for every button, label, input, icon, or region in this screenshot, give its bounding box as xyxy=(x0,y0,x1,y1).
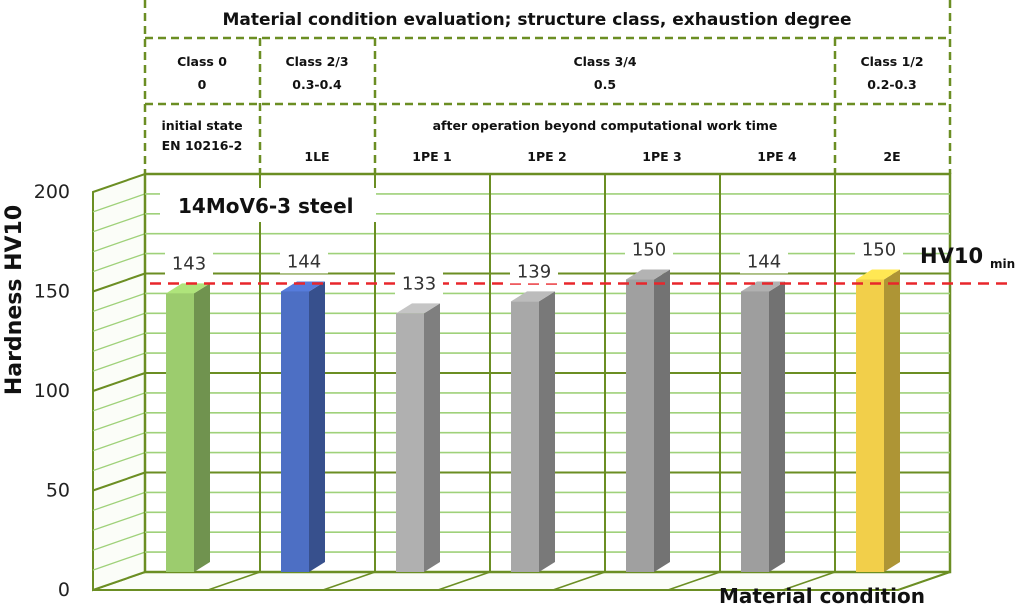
side-gridline xyxy=(92,392,146,412)
side-gridline xyxy=(92,252,146,273)
data-label: 139 xyxy=(517,261,551,282)
bar-top xyxy=(741,281,785,292)
condition-description: initial state xyxy=(161,118,242,133)
side-gridline xyxy=(92,233,146,253)
category-label: 2E xyxy=(883,149,900,164)
data-label: 144 xyxy=(287,251,321,272)
side-gridline xyxy=(92,511,146,531)
side-gridline xyxy=(92,332,146,352)
y-axis-label: Hardness HV10 xyxy=(2,205,27,395)
y-tick-label: 200 xyxy=(34,181,70,203)
floor-gridline xyxy=(782,571,836,591)
data-label: 150 xyxy=(632,240,666,261)
bar-side xyxy=(769,281,785,572)
data-label-background xyxy=(510,259,558,284)
exhaustion-degree-label: 0.5 xyxy=(594,77,616,92)
side-gridline xyxy=(92,292,146,313)
chart-title: Material condition evaluation; structure… xyxy=(222,10,851,30)
data-label-background xyxy=(625,237,673,262)
side-gridline xyxy=(92,412,146,432)
data-label: 143 xyxy=(172,253,206,274)
data-label-background xyxy=(855,237,903,262)
bar xyxy=(166,293,194,572)
y-tick-label: 150 xyxy=(34,281,70,303)
side-gridline xyxy=(92,491,146,512)
structure-class-label: Class 2/3 xyxy=(285,54,348,69)
floor-gridline xyxy=(897,571,951,591)
y-tick-label: 50 xyxy=(46,480,70,502)
structure-class-label: Class 3/4 xyxy=(573,54,636,69)
bar-side xyxy=(654,269,670,572)
y-tick-label: 0 xyxy=(58,579,70,601)
y-tick-label: 100 xyxy=(34,380,70,402)
data-label: 144 xyxy=(747,251,781,272)
bar-side xyxy=(194,283,210,572)
major-side-gridline xyxy=(92,372,146,392)
reference-line-label: HV10 xyxy=(920,244,983,268)
bars xyxy=(166,269,900,572)
category-label: 1PE 3 xyxy=(642,149,681,164)
bar-side xyxy=(884,269,900,572)
bar-side xyxy=(539,291,555,572)
x-axis-label: Material condition xyxy=(719,584,925,607)
side-gridline xyxy=(92,551,146,571)
bar xyxy=(856,279,884,572)
bar-top xyxy=(396,303,440,314)
major-side-gridline xyxy=(92,272,146,293)
exhaustion-degree-label: 0 xyxy=(198,77,207,92)
reference-line-subscript: min xyxy=(990,257,1015,271)
exhaustion-degree-label: 0.2-0.3 xyxy=(867,77,916,92)
floor-gridline xyxy=(552,571,606,591)
side-gridline xyxy=(92,432,146,452)
bar-side xyxy=(309,281,325,572)
floor-gridline xyxy=(437,571,491,591)
major-side-gridline xyxy=(92,471,146,492)
data-label-background xyxy=(740,249,788,274)
data-label-background xyxy=(395,271,443,296)
bar-top xyxy=(856,269,900,280)
data-label: 150 xyxy=(862,240,896,261)
data-label-background xyxy=(280,249,328,274)
data-label: 133 xyxy=(402,273,436,294)
bar xyxy=(511,301,539,572)
side-gridline xyxy=(92,312,146,332)
side-gridline xyxy=(92,352,146,372)
chart-back-wall xyxy=(92,172,952,592)
side-gridline xyxy=(92,451,146,472)
data-label-background xyxy=(165,251,213,276)
structure-class-label: Class 1/2 xyxy=(860,54,923,69)
exhaustion-degree-label: 0.3-0.4 xyxy=(292,77,342,92)
header-table xyxy=(143,0,952,174)
condition-description: EN 10216-2 xyxy=(162,138,243,153)
condition-description: after operation beyond computational wor… xyxy=(433,118,778,133)
floor-gridline xyxy=(667,571,721,591)
category-label: 1LE xyxy=(304,149,329,164)
bar-top xyxy=(166,283,210,294)
bar xyxy=(626,279,654,572)
bar-top xyxy=(511,291,555,302)
floor-gridline xyxy=(322,571,376,591)
bar-top xyxy=(626,269,670,280)
category-label: 1PE 2 xyxy=(527,149,566,164)
bar xyxy=(741,291,769,572)
category-label: 1PE 1 xyxy=(412,149,451,164)
category-label: 1PE 4 xyxy=(757,149,797,164)
steel-grade-annotation: 14MoV6-3 steel xyxy=(178,194,354,218)
structure-class-label: Class 0 xyxy=(177,54,227,69)
floor-gridline xyxy=(207,571,261,591)
side-gridline xyxy=(92,531,146,551)
chart-text: Material condition evaluation; structure… xyxy=(2,10,1015,607)
bar-side xyxy=(424,303,440,572)
bar xyxy=(281,291,309,572)
annotation-background xyxy=(160,188,376,222)
side-gridline xyxy=(92,213,146,233)
side-gridline xyxy=(92,193,146,213)
bar xyxy=(396,313,424,572)
